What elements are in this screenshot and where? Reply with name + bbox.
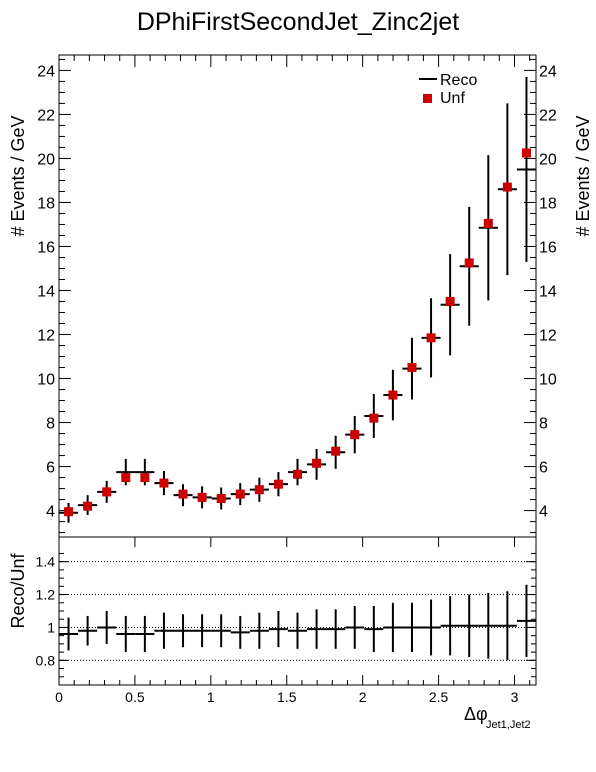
y-tick-label-right: 16 xyxy=(539,239,557,256)
y-tick-label-left: 14 xyxy=(37,283,55,300)
unf-point xyxy=(178,489,188,499)
y-tick-label-right: 18 xyxy=(539,195,557,212)
y-axis-title-left: # Events / GeV xyxy=(8,115,28,236)
unf-point xyxy=(197,492,207,502)
unf-point xyxy=(235,489,245,499)
chart-title: DPhiFirstSecondJet_Zinc2jet xyxy=(137,8,459,36)
y-tick-label-right: 8 xyxy=(539,416,548,433)
x-axis-title: Δφ xyxy=(464,704,488,724)
unf-point xyxy=(331,446,341,456)
y-tick-label-left: 18 xyxy=(37,195,55,212)
unf-point xyxy=(273,479,283,489)
y-tick-label-right: 6 xyxy=(539,460,548,477)
ratio-y-tick-label: 0.8 xyxy=(36,652,56,668)
unf-point xyxy=(216,493,226,503)
unf-point xyxy=(369,413,379,423)
ratio-y-axis-title: Reco/Unf xyxy=(8,552,28,628)
x-tick-label: 2.5 xyxy=(429,689,449,705)
unf-point xyxy=(521,148,531,158)
y-tick-label-left: 12 xyxy=(37,328,55,345)
legend-reco-label: Reco xyxy=(440,72,477,89)
unf-point xyxy=(426,333,436,343)
x-tick-label: 1 xyxy=(207,689,215,705)
ratio-y-tick-label: 1 xyxy=(47,619,55,635)
legend-unf-marker xyxy=(423,94,432,103)
unf-point xyxy=(407,363,417,373)
legend-unf-label: Unf xyxy=(440,90,465,107)
x-tick-label: 0 xyxy=(55,689,63,705)
y-tick-label-left: 24 xyxy=(37,63,55,80)
y-tick-label-left: 6 xyxy=(46,460,55,477)
y-tick-label-left: 8 xyxy=(46,416,55,433)
ratio-plot-panel: 0.8 1 1.2 1.4 0 0.5 1 1.5 2 2.5 3 Reco/Unf ΔφJet1,Je… xyxy=(8,536,537,731)
x-tick-label: 3 xyxy=(511,689,519,705)
y-tick-label-left: 10 xyxy=(37,372,55,389)
y-tick-label-right: 14 xyxy=(539,283,557,300)
ratio-y-tick-label: 1.2 xyxy=(36,587,56,603)
unf-point xyxy=(312,458,322,468)
unf-point xyxy=(445,297,455,307)
x-tick-label: 2 xyxy=(359,689,367,705)
main-plot-panel: 4 4 6 6 8 8 10 10 12 12 14 14 16 16 18 18 20 20 22 22 24 24 # … xyxy=(8,54,593,538)
x-tick-label: 0.5 xyxy=(125,689,145,705)
unf-point xyxy=(64,507,74,517)
y-tick-label-right: 12 xyxy=(539,328,557,345)
unf-point xyxy=(254,485,264,495)
unf-point xyxy=(121,473,131,483)
y-axis-title-right: # Events / GeV xyxy=(573,115,593,236)
unf-point xyxy=(140,473,150,483)
unf-point xyxy=(388,390,398,400)
y-tick-label-left: 20 xyxy=(37,151,55,168)
y-tick-label-left: 4 xyxy=(46,504,55,521)
y-tick-label-right: 4 xyxy=(539,504,548,521)
unf-point xyxy=(102,487,112,497)
y-tick-label-right: 24 xyxy=(539,63,557,80)
y-tick-label-right: 22 xyxy=(539,107,557,124)
x-tick-label: 1.5 xyxy=(277,689,297,705)
unf-point xyxy=(483,218,493,228)
unf-point xyxy=(293,469,303,479)
unf-point xyxy=(502,182,512,192)
y-tick-label-left: 16 xyxy=(37,239,55,256)
unf-point xyxy=(464,258,474,268)
y-tick-label-left: 22 xyxy=(37,107,55,124)
y-tick-label-right: 20 xyxy=(539,151,557,168)
unf-point xyxy=(159,478,169,488)
unf-point xyxy=(350,430,360,440)
y-tick-label-right: 10 xyxy=(539,372,557,389)
ratio-plot-frame xyxy=(58,536,537,686)
unf-point xyxy=(83,501,93,511)
x-axis-title-subscript: Jet1,Jet2 xyxy=(486,719,531,731)
ratio-y-tick-label: 1.4 xyxy=(36,554,56,570)
